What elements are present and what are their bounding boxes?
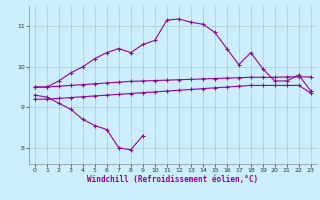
- X-axis label: Windchill (Refroidissement éolien,°C): Windchill (Refroidissement éolien,°C): [87, 175, 258, 184]
